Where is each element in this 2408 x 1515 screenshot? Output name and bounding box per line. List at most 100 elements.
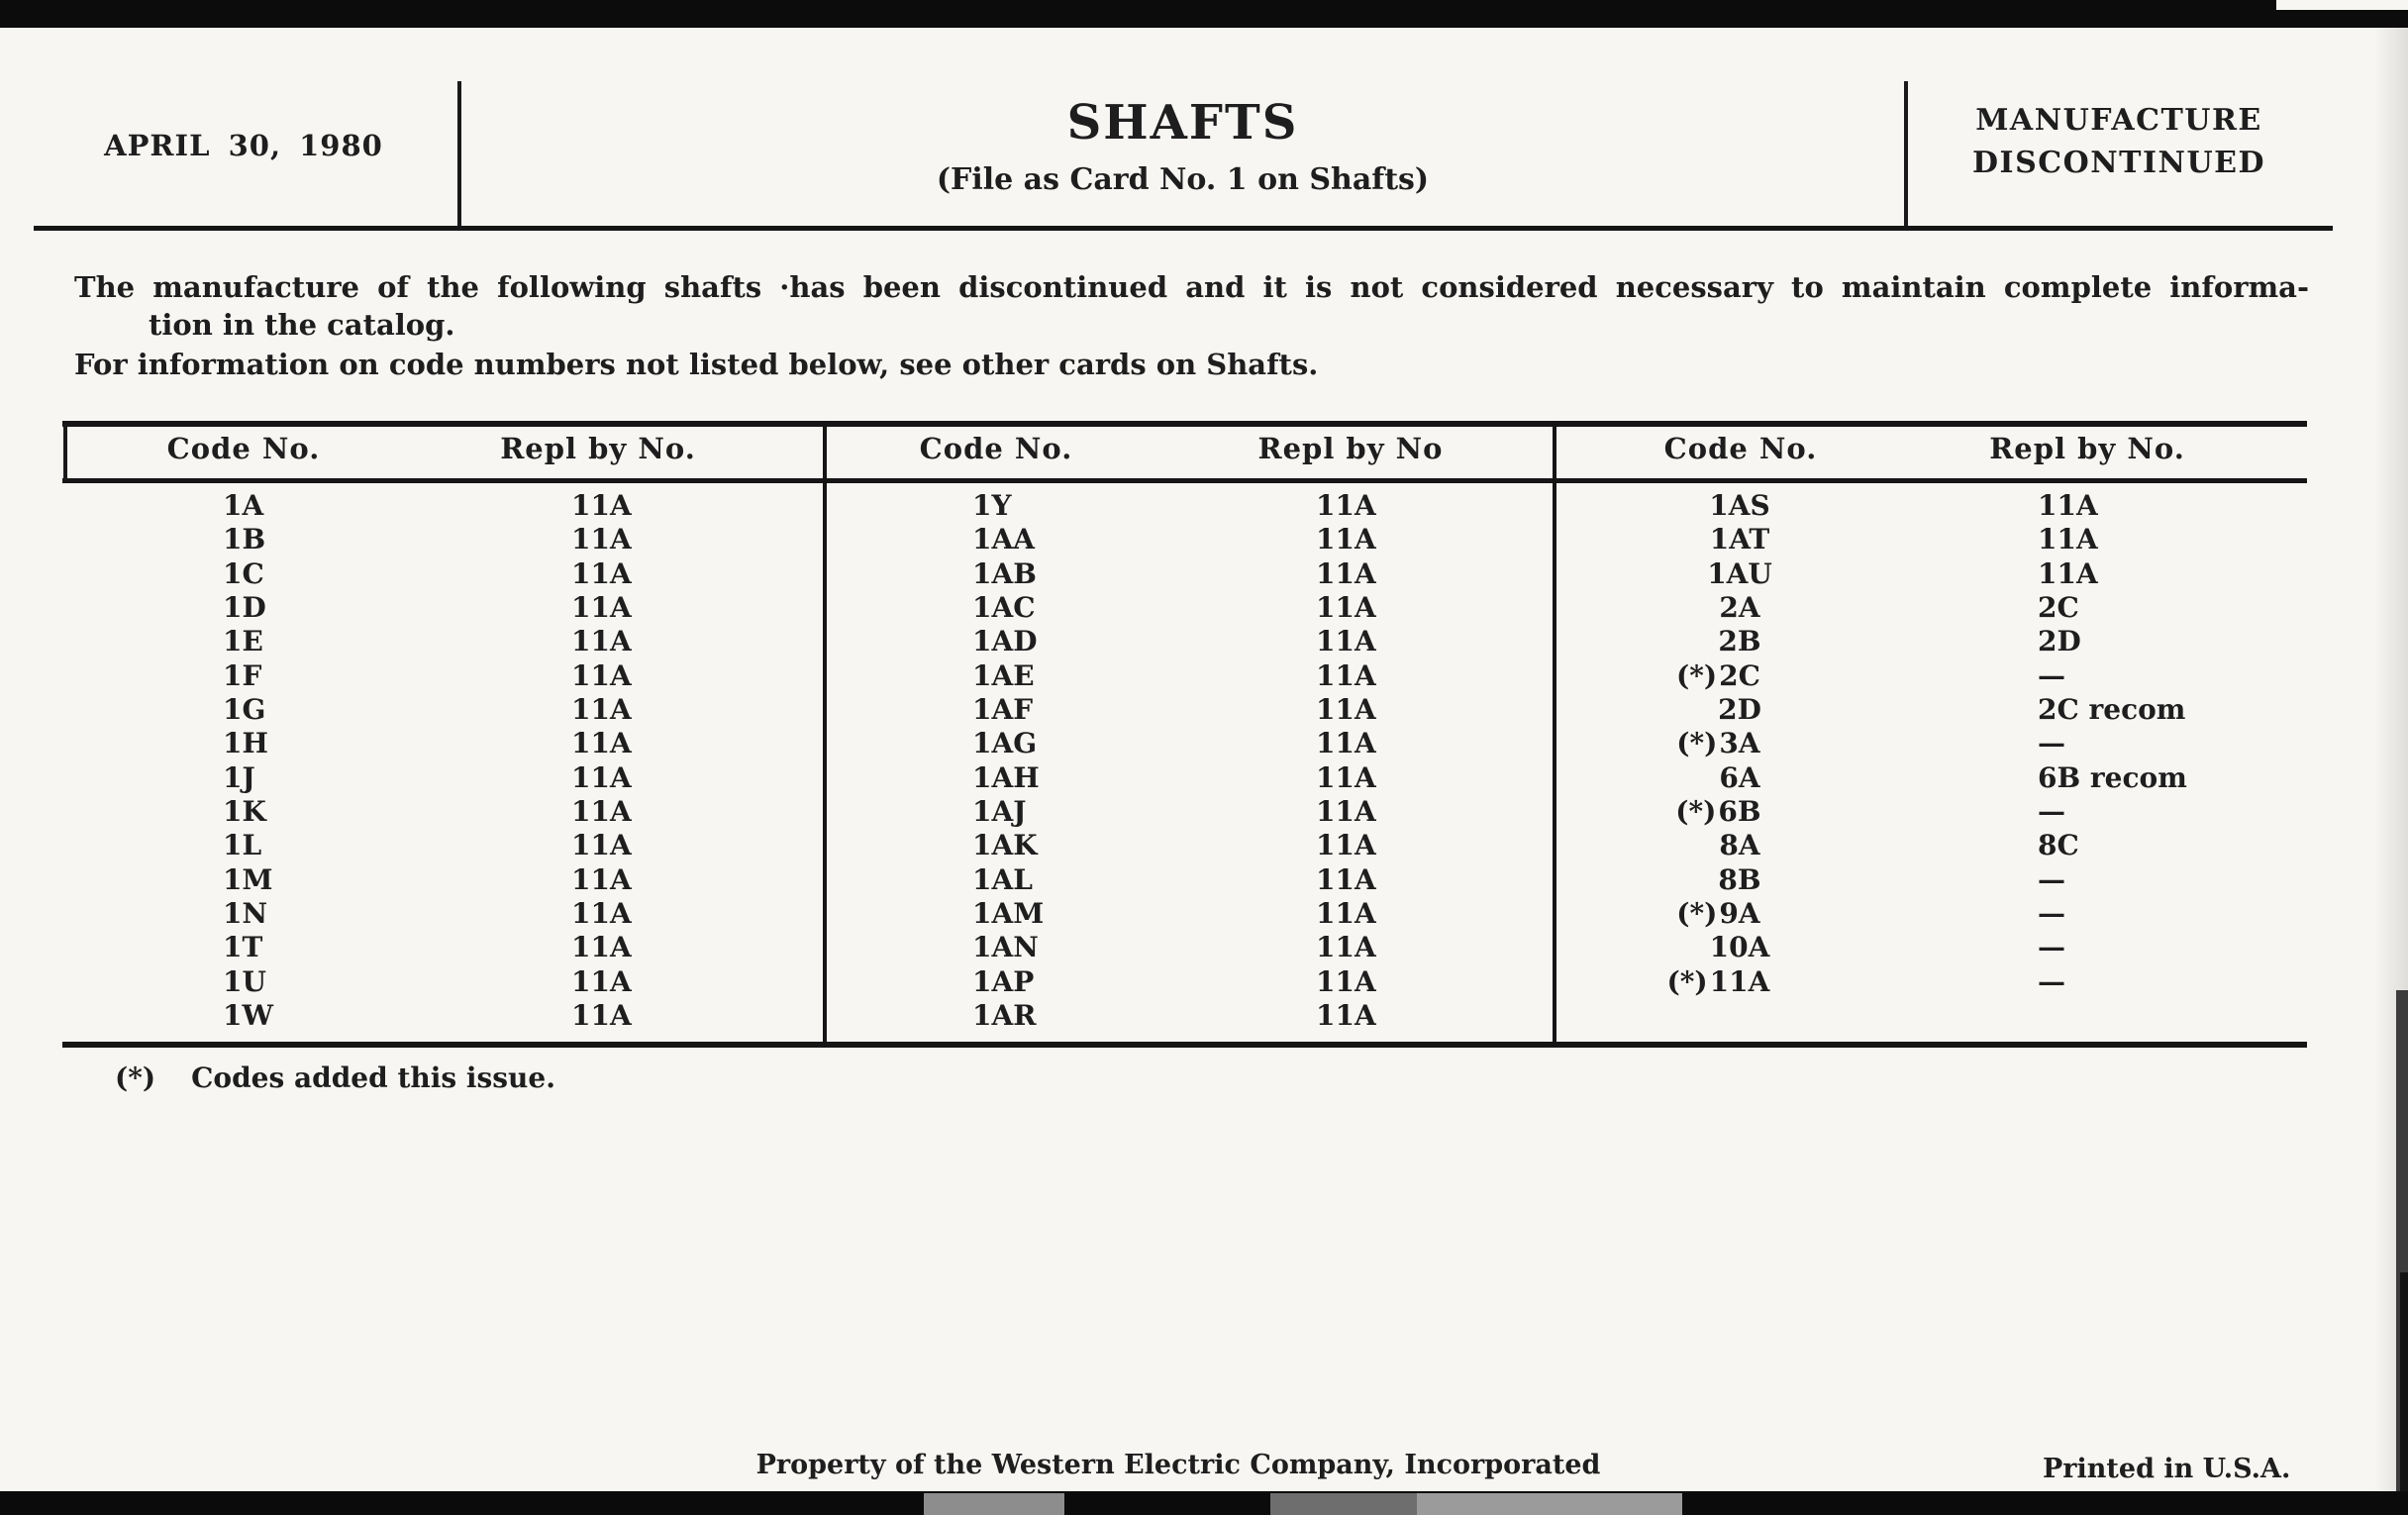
- code-cell: 1AT: [1641, 523, 1839, 556]
- code-cell: 1H: [223, 727, 273, 760]
- card-date: APRIL 30, 1980: [104, 129, 383, 162]
- code-value: 1Y: [972, 489, 1012, 522]
- code-value: 1M: [223, 862, 273, 896]
- code-value: 1F: [223, 658, 262, 692]
- code-cell: 1AF: [972, 693, 1044, 727]
- code-cell: 2D: [1641, 693, 1839, 727]
- repl-cell: 8C: [2038, 829, 2079, 862]
- repl-cell: 11A: [1316, 998, 1376, 1032]
- code-value: 1E: [223, 625, 263, 658]
- code-cell: 10A: [1641, 931, 1839, 964]
- table-bottom-rule: [62, 1042, 2307, 1048]
- column-header-repl-2: Repl by No: [1257, 432, 1444, 465]
- repl-cell: 11A: [1316, 658, 1376, 692]
- footer-property-notice: Property of the Western Electric Company…: [755, 1450, 1601, 1480]
- code-cell: 8A: [1641, 829, 1839, 862]
- code-cell: (*) 2C: [1641, 659, 1839, 693]
- code-cell: 1AN: [972, 931, 1044, 964]
- scan-right-edge-dark: [2400, 1272, 2408, 1515]
- repl-cell: 11A: [571, 896, 632, 930]
- code-value: 9A: [1719, 896, 1760, 930]
- code-cell: 1J: [223, 761, 273, 795]
- code-value: 1AU: [1707, 556, 1772, 590]
- repl-cell: 11A: [1316, 556, 1376, 590]
- table-header-rule: [62, 478, 2307, 483]
- code-column-1: 1A 1B 1C 1D 1E 1F 1G 1H 1J 1K 1L 1M 1N 1T 1U 1W: [223, 489, 273, 1033]
- repl-cell: 11A: [571, 658, 632, 692]
- repl-cell: 11A: [1316, 931, 1376, 964]
- repl-cell: —: [2038, 964, 2065, 998]
- code-value: 11A: [1709, 964, 1770, 998]
- repl-cell: 11A: [1316, 760, 1376, 794]
- page-title: SHAFTS: [1066, 95, 1299, 151]
- code-value: 1T: [223, 931, 263, 964]
- code-value: 1L: [223, 829, 262, 862]
- code-cell: 1AU: [1641, 557, 1839, 591]
- repl-cell: 11A: [571, 998, 632, 1032]
- code-value: 1AM: [972, 896, 1045, 930]
- intro-paragraph-line-1: The manufacture of the following shafts …: [74, 270, 2309, 304]
- repl-cell: 11A: [571, 590, 632, 624]
- code-value: 1AG: [972, 727, 1038, 760]
- code-value: 1W: [223, 998, 273, 1032]
- status-line-manufacture: MANUFACTURE: [1975, 103, 2262, 138]
- code-value: 3A: [1719, 727, 1760, 760]
- footer-printed-in: Printed in U.S.A.: [2043, 1454, 2291, 1484]
- code-cell: 2B: [1641, 625, 1839, 658]
- code-value: 1AT: [1709, 523, 1770, 556]
- repl-cell: 11A: [2038, 556, 2098, 590]
- code-cell: 1AJ: [972, 795, 1044, 829]
- page-subtitle: (File as Card No. 1 on Shafts): [936, 162, 1430, 197]
- code-value: 1AJ: [972, 794, 1027, 828]
- code-value: 2C: [1719, 658, 1760, 692]
- repl-column-2: 11A 11A 11A 11A 11A 11A 11A 11A 11A 11A 11A 11A 11A 1…: [1316, 489, 1376, 1033]
- new-code-marker: (*): [1675, 794, 1717, 828]
- code-value: 1H: [223, 727, 268, 760]
- code-value: 1C: [223, 556, 264, 590]
- code-cell: 1T: [223, 931, 273, 964]
- code-cell: (*) 6B: [1641, 795, 1839, 829]
- table-header-left-tick: [63, 424, 67, 480]
- new-code-marker: (*): [1666, 964, 1708, 998]
- footnote-text: Codes added this issue.: [191, 1061, 555, 1094]
- code-cell: 1W: [223, 999, 273, 1033]
- repl-cell: 11A: [1316, 964, 1376, 998]
- code-value: 1A: [223, 489, 264, 522]
- column-header-repl-3: Repl by No.: [1989, 432, 2185, 465]
- code-cell: 1Y: [972, 489, 1044, 523]
- code-cell: 1AB: [972, 557, 1044, 591]
- repl-cell: 11A: [1316, 829, 1376, 862]
- code-cell: 1K: [223, 795, 273, 829]
- repl-column-1: 11A 11A 11A 11A 11A 11A 11A 11A 11A 11A 11A 11A 11A 1…: [571, 489, 632, 1033]
- code-value: 1AD: [972, 625, 1038, 658]
- code-cell: 1AH: [972, 761, 1044, 795]
- code-cell: 1AM: [972, 897, 1044, 931]
- code-value: 1AP: [972, 964, 1035, 998]
- column-header-code-1: Code No.: [166, 432, 321, 465]
- repl-cell: —: [2038, 896, 2065, 930]
- repl-cell: 11A: [1316, 896, 1376, 930]
- header-divider-left: [457, 81, 461, 229]
- table-top-rule: [62, 421, 2307, 427]
- repl-cell: —: [2038, 931, 2065, 964]
- code-cell: 1N: [223, 897, 273, 931]
- scan-top-edge: [0, 0, 2408, 28]
- code-cell: 1B: [223, 523, 273, 556]
- column-header-code-3: Code No.: [1663, 432, 1818, 465]
- code-cell: (*) 9A: [1641, 897, 1839, 931]
- scan-bottom-patch-1: [924, 1493, 1064, 1515]
- code-value: 1K: [223, 794, 266, 828]
- code-value: 2B: [1718, 625, 1761, 658]
- code-value: 1N: [223, 896, 268, 930]
- code-cell: 1F: [223, 659, 273, 693]
- repl-cell: 11A: [1316, 727, 1376, 760]
- code-cell: 1C: [223, 557, 273, 591]
- code-value: 2A: [1719, 590, 1760, 624]
- code-cell: 1L: [223, 829, 273, 862]
- repl-cell: 11A: [571, 523, 632, 556]
- table-section-divider-1: [823, 421, 827, 1048]
- new-code-marker: (*): [1676, 727, 1718, 760]
- scan-bottom-patch-2: [1270, 1493, 1417, 1515]
- repl-cell: 2C: [2038, 590, 2079, 624]
